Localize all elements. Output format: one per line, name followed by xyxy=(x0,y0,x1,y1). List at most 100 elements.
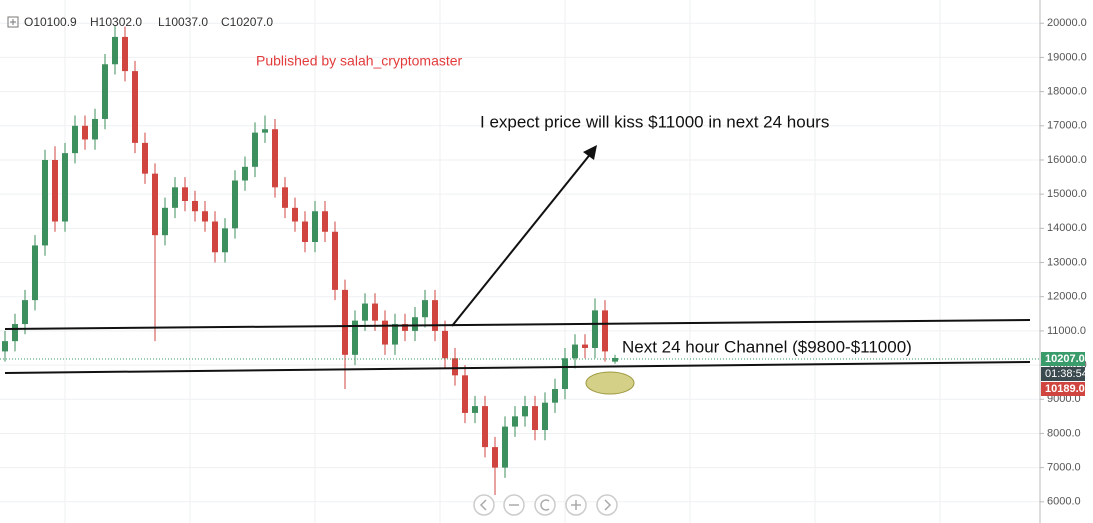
y-tick-label: 15000.0 xyxy=(1047,188,1087,200)
arrow xyxy=(451,151,593,327)
candle-body xyxy=(302,221,308,243)
candle-body xyxy=(182,187,188,201)
candle-body xyxy=(482,406,488,448)
candle-body xyxy=(542,402,548,431)
candle-body xyxy=(502,426,508,468)
y-tick-label: 12000.0 xyxy=(1047,291,1087,303)
candle-body xyxy=(142,142,148,174)
candle-body xyxy=(442,330,448,359)
highlight-ellipse xyxy=(585,371,635,395)
candle-body xyxy=(152,173,158,236)
y-tick-label: 8000.0 xyxy=(1047,427,1081,439)
header-high: H10302.0 xyxy=(90,15,142,29)
candle-body xyxy=(162,207,168,236)
candle-body xyxy=(422,300,428,318)
y-tick-label: 20000.0 xyxy=(1047,17,1087,29)
candle-body xyxy=(432,300,438,331)
candles xyxy=(2,24,618,495)
candle-body xyxy=(612,357,618,362)
arrow-head xyxy=(583,145,597,160)
candle-body xyxy=(412,317,418,331)
candle-body xyxy=(592,310,598,348)
header-icon[interactable] xyxy=(7,16,19,28)
candle-body xyxy=(212,221,218,253)
nav-back[interactable] xyxy=(473,494,495,516)
candle-body xyxy=(172,187,178,208)
candle-body xyxy=(222,228,228,253)
candle-body xyxy=(112,36,118,65)
candle-body xyxy=(102,64,108,119)
channel-label: Next 24 hour Channel ($9800-$11000) xyxy=(622,337,912,356)
candle-body xyxy=(262,129,268,133)
candle-body xyxy=(272,129,278,188)
candle-body xyxy=(582,344,588,348)
candle-body xyxy=(382,320,388,345)
icon xyxy=(604,499,612,511)
candle-body xyxy=(192,200,198,212)
candle-body xyxy=(452,358,458,376)
candle-body xyxy=(252,132,258,167)
candle-body xyxy=(52,159,58,222)
candle-body xyxy=(512,416,518,427)
countdown-text: 01:38:54 xyxy=(1045,368,1088,380)
y-tick-label: 14000.0 xyxy=(1047,222,1087,234)
candle-body xyxy=(322,211,328,232)
candle-body xyxy=(62,153,68,222)
y-tick-label: 7000.0 xyxy=(1047,462,1081,474)
candle-body xyxy=(602,310,608,352)
y-tick-label: 19000.0 xyxy=(1047,51,1087,63)
channel-top xyxy=(4,319,1031,330)
candle-body xyxy=(342,289,348,355)
candle-body xyxy=(522,406,528,417)
header-low: L10037.0 xyxy=(158,15,208,29)
price-tag-text: 10189.0 xyxy=(1045,383,1085,395)
nav-forward[interactable] xyxy=(596,494,618,516)
countdown-tag xyxy=(1041,367,1085,381)
candle-body xyxy=(562,358,568,390)
candle-body xyxy=(532,406,538,431)
candle-body xyxy=(232,180,238,229)
candle-body xyxy=(392,324,398,345)
annotation: I expect price will kiss $11000 in next … xyxy=(480,112,829,131)
y-tick-label: 16000.0 xyxy=(1047,154,1087,166)
grid xyxy=(0,0,1040,523)
y-tick-label: 6000.0 xyxy=(1047,496,1081,508)
candle-body xyxy=(32,245,38,301)
candle-body xyxy=(402,324,408,331)
candle-body xyxy=(282,187,288,208)
candle-body xyxy=(72,125,78,154)
y-tick-label: 9000.0 xyxy=(1047,393,1081,405)
candle-body xyxy=(332,231,338,290)
candle-body xyxy=(462,375,468,413)
candle-body xyxy=(372,303,378,321)
candle-body xyxy=(2,341,8,352)
candle-body xyxy=(292,207,298,222)
candle-body xyxy=(22,300,28,325)
y-tick-label: 11000.0 xyxy=(1047,325,1086,337)
icon xyxy=(479,499,487,511)
y-tick-label: 17000.0 xyxy=(1047,120,1087,132)
candle-body xyxy=(572,344,578,359)
header-open: O10100.9 xyxy=(24,15,77,29)
price-tag xyxy=(1041,382,1085,396)
candle-body xyxy=(122,36,128,72)
candle-body xyxy=(492,447,498,468)
candle-body xyxy=(242,166,248,181)
candle-body xyxy=(362,303,368,321)
header-close: C10207.0 xyxy=(221,15,273,29)
price-tag xyxy=(1041,352,1085,366)
candle-body xyxy=(552,389,558,403)
y-axis: 6000.07000.08000.09000.010000.011000.012… xyxy=(1040,17,1087,508)
publisher: Published by salah_cryptomaster xyxy=(256,53,463,69)
y-tick-label: 18000.0 xyxy=(1047,86,1087,98)
channel-bottom xyxy=(4,361,1031,374)
candle-body xyxy=(132,71,138,143)
reset[interactable] xyxy=(534,494,556,516)
candle-body xyxy=(92,118,98,140)
candle-body xyxy=(352,320,358,355)
candle-body xyxy=(472,406,478,413)
candle-body xyxy=(82,125,88,140)
icon xyxy=(540,499,550,511)
